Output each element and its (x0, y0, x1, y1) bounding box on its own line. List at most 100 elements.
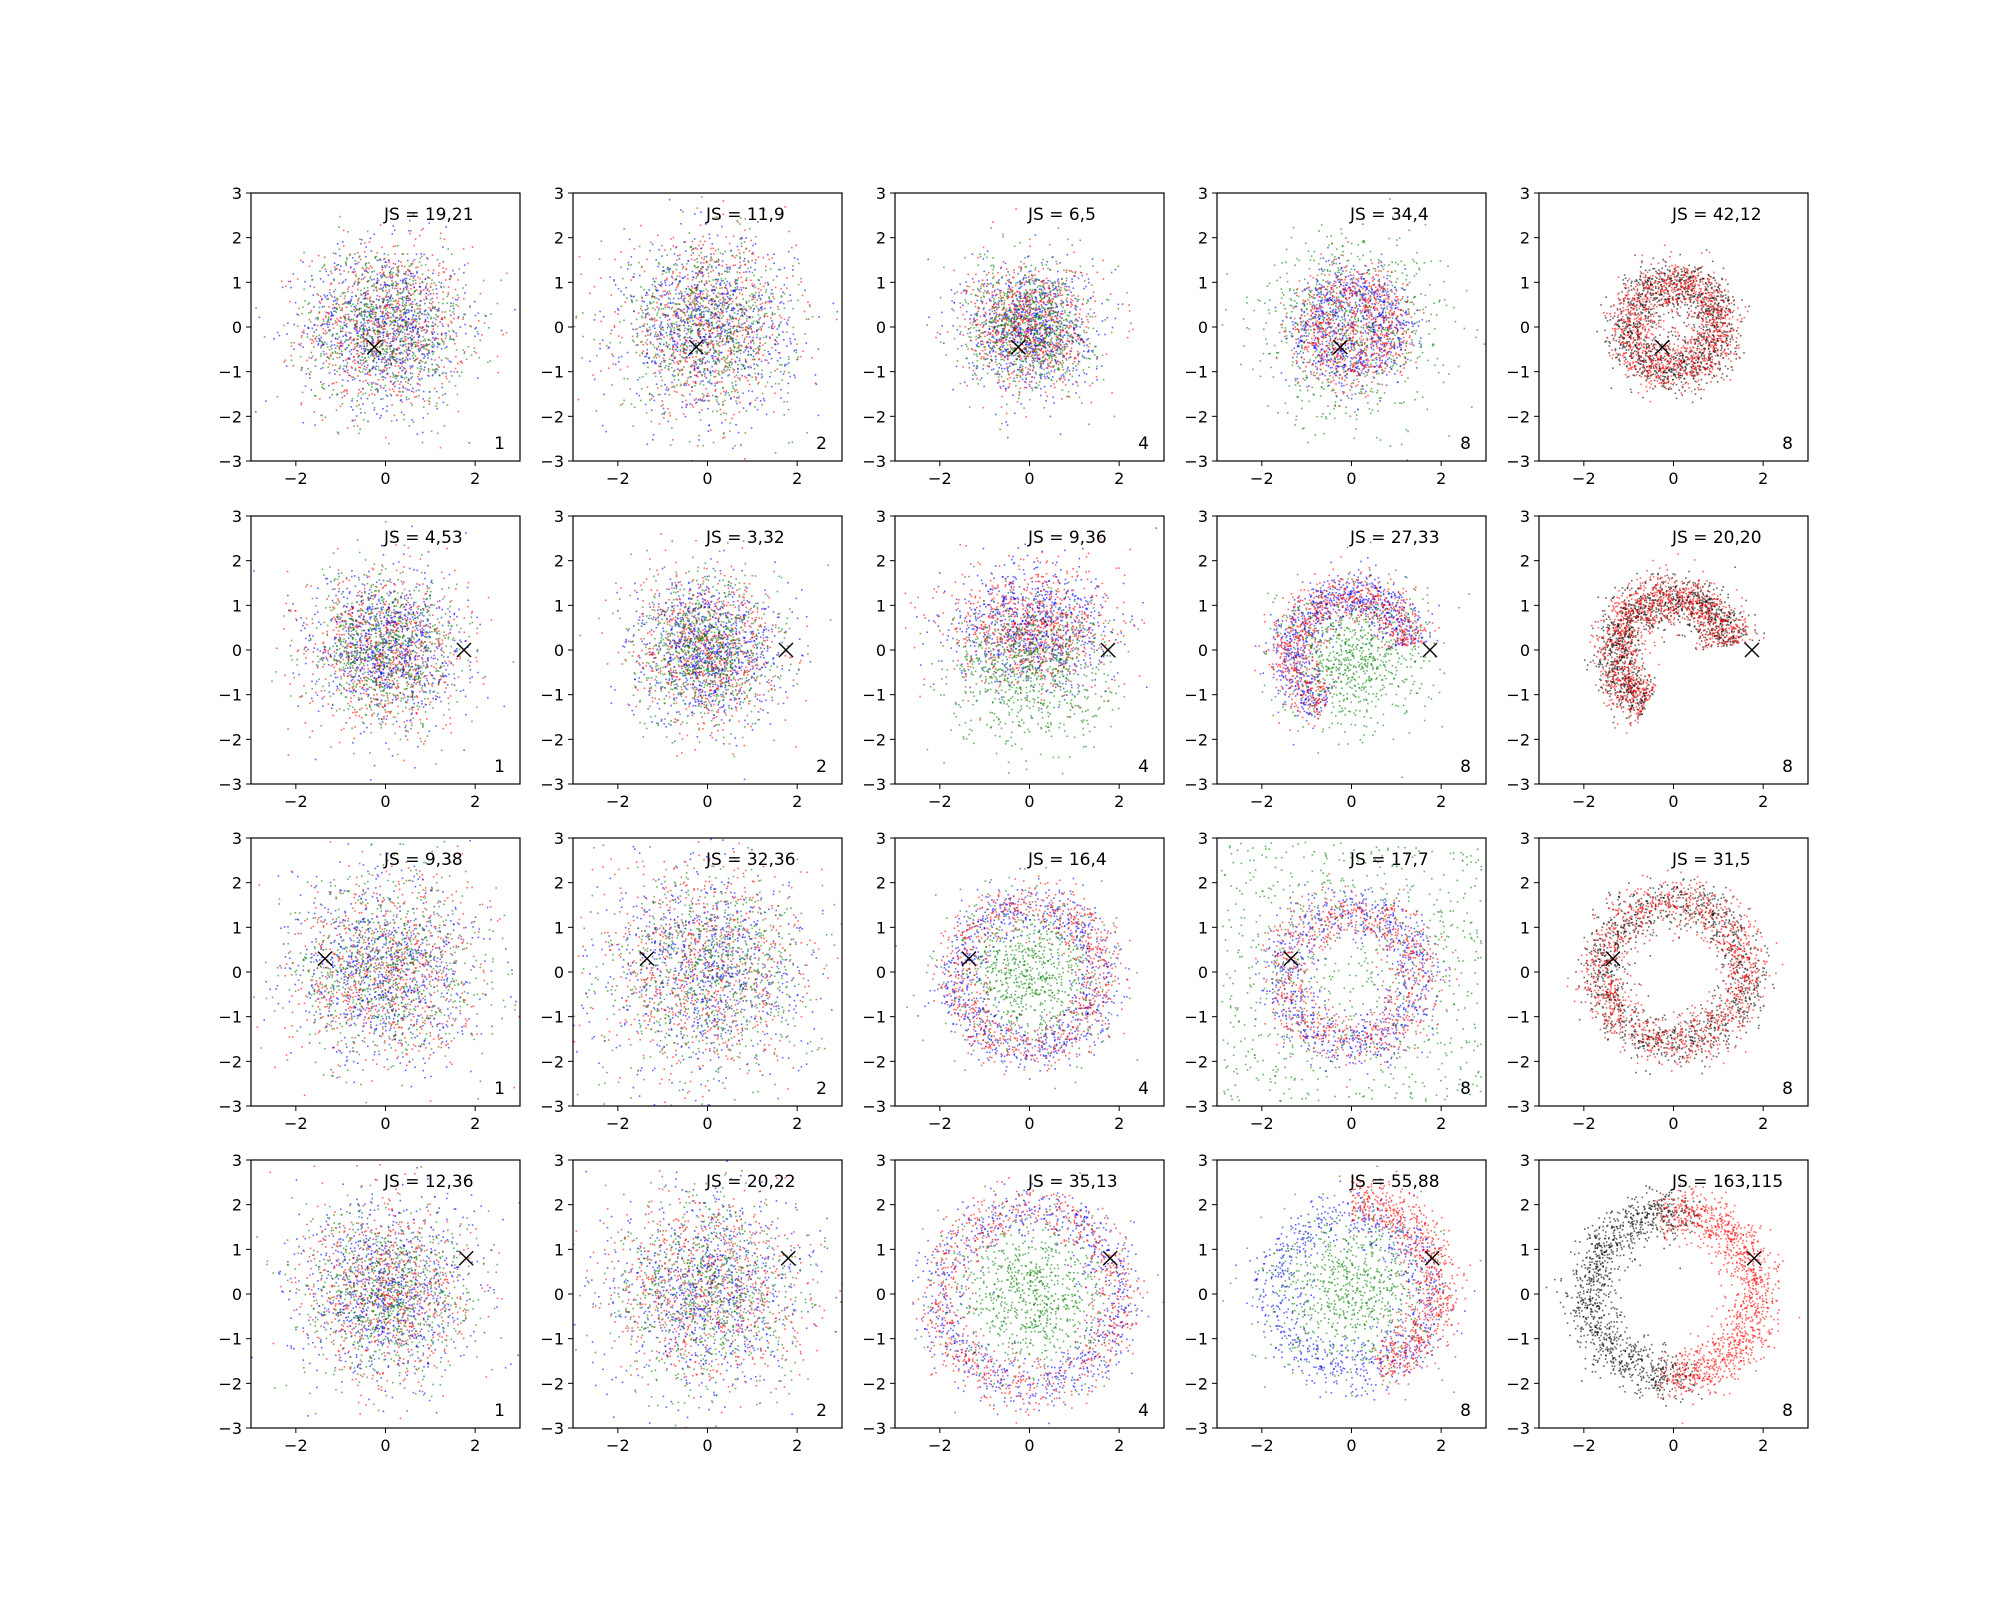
point-blue (405, 309, 408, 312)
y-tick-label: −1 (218, 363, 242, 382)
point-green (341, 353, 343, 356)
point-green (361, 274, 364, 276)
point-green (709, 343, 711, 345)
point-green (701, 361, 704, 363)
point-blue (613, 279, 615, 281)
point-green (755, 379, 757, 381)
point-green (380, 344, 383, 347)
point-blue (1008, 279, 1011, 281)
point-green (717, 353, 720, 355)
point-blue (995, 358, 997, 361)
point-blue (407, 297, 409, 300)
point-blue (440, 282, 443, 284)
point-blue (787, 319, 789, 321)
point-blue (422, 289, 425, 291)
point-red (344, 313, 347, 316)
point-blue (707, 343, 709, 346)
point-green (263, 336, 266, 338)
point-blue (402, 319, 404, 321)
point-green (688, 440, 691, 443)
point-red (745, 377, 748, 379)
point-green (732, 368, 734, 370)
point-green (335, 332, 338, 335)
point-green (411, 338, 413, 340)
point-blue (719, 328, 722, 331)
point-green (370, 336, 373, 338)
point-red (676, 307, 679, 310)
point-red (691, 301, 694, 304)
point-blue (720, 333, 722, 335)
point-red (373, 331, 376, 334)
point-blue (411, 301, 414, 303)
point-blue (432, 325, 434, 327)
point-green (376, 329, 379, 332)
point-red (404, 361, 406, 364)
point-blue (366, 373, 368, 375)
point-green (392, 313, 395, 316)
point-green (711, 302, 714, 305)
point-blue (741, 236, 743, 239)
point-red (406, 326, 409, 328)
point-blue (474, 327, 476, 330)
point-blue (617, 288, 620, 290)
point-red (439, 232, 442, 235)
point-green (722, 356, 725, 359)
point-blue (762, 397, 765, 400)
point-green (369, 277, 371, 280)
point-red (432, 301, 434, 303)
point-blue (632, 295, 635, 298)
point-green (450, 375, 453, 377)
point-red (374, 394, 376, 396)
point-blue (323, 294, 326, 296)
point-red (728, 319, 731, 321)
point-green (416, 312, 419, 315)
point-green (681, 292, 684, 295)
point-green (704, 351, 706, 353)
point-red (675, 245, 678, 248)
point-green (691, 317, 694, 319)
point-green (717, 344, 720, 347)
point-blue (333, 369, 336, 371)
point-green (339, 356, 341, 359)
point-green (427, 354, 429, 357)
point-green (787, 355, 790, 358)
point-red (745, 279, 748, 281)
point-red (420, 340, 422, 343)
point-blue (389, 333, 391, 335)
point-green (688, 288, 691, 290)
point-blue (758, 309, 760, 311)
point-green (411, 306, 414, 309)
point-green (646, 308, 648, 310)
point-green (366, 306, 368, 308)
point-blue (701, 362, 703, 365)
point-blue (474, 314, 477, 317)
point-red (387, 276, 389, 278)
point-green (324, 416, 327, 419)
point-green (722, 279, 725, 282)
point-green (692, 248, 694, 250)
point-blue (704, 319, 707, 322)
point-green (718, 354, 720, 356)
point-red (439, 446, 442, 449)
point-green (620, 305, 623, 307)
point-green (437, 315, 439, 318)
point-red (371, 300, 374, 303)
point-red (374, 286, 377, 289)
point-blue (329, 318, 332, 321)
point-red (359, 366, 361, 369)
point-red (671, 306, 674, 309)
point-red (413, 309, 416, 311)
point-green (747, 267, 749, 270)
point-blue (704, 373, 706, 375)
point-green (371, 402, 374, 404)
point-blue (674, 343, 676, 345)
point-red (758, 291, 761, 294)
point-blue (697, 330, 700, 332)
point-red (835, 318, 838, 321)
point-blue (405, 271, 407, 273)
point-blue (402, 282, 404, 284)
point-blue (363, 345, 365, 348)
point-green (619, 321, 621, 323)
point-green (416, 305, 419, 307)
point-green (752, 320, 755, 323)
